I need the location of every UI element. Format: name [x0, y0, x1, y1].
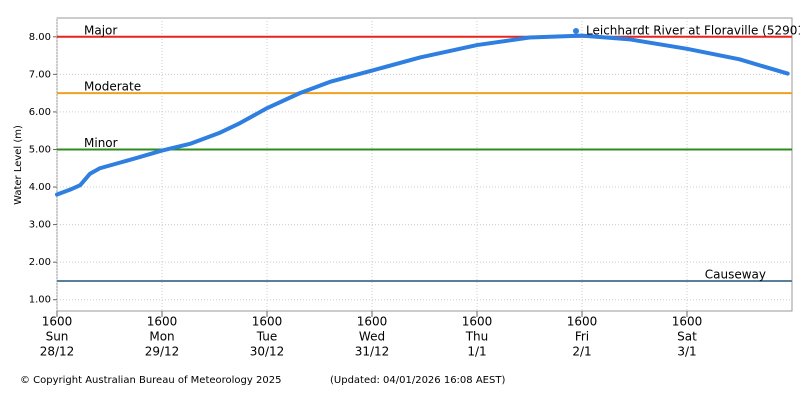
x-tick-label: Sun: [46, 330, 69, 344]
x-tick-label: 31/12: [355, 345, 390, 359]
y-tick-label: 4.00: [29, 182, 51, 193]
y-tick-label: 3.00: [29, 220, 51, 231]
y-tick-label: 2.00: [29, 257, 51, 268]
x-tick-label: 1600: [147, 315, 178, 329]
series-line: [55, 33, 790, 197]
x-tick-label: Mon: [149, 330, 174, 344]
legend-label: Leichhardt River at Floraville (529010): [586, 24, 800, 38]
x-tick-label: 30/12: [250, 345, 285, 359]
x-tick-label: 1600: [462, 315, 493, 329]
x-tick-label: 1600: [672, 315, 703, 329]
x-tick-label: 1/1: [467, 345, 486, 359]
x-tick-label: 1600: [357, 315, 388, 329]
x-tick-label: Tue: [256, 330, 278, 344]
y-tick-label: 5.00: [29, 144, 51, 155]
threshold-label: Major: [84, 23, 117, 37]
x-tick-label: Fri: [575, 330, 589, 344]
x-tick-label: 28/12: [40, 345, 75, 359]
y-tick-label: 7.00: [29, 69, 51, 80]
updated: (Updated: 04/01/2026 16:08 AEST): [330, 375, 505, 386]
threshold-label: Minor: [84, 136, 118, 150]
x-tick-label: 1600: [567, 315, 598, 329]
x-tick-label: 3/1: [677, 345, 696, 359]
x-tick-label: Sat: [677, 330, 697, 344]
x-tick-label: 1600: [42, 315, 73, 329]
y-tick-label: 1.00: [29, 295, 51, 306]
threshold-label: Moderate: [84, 80, 141, 94]
y-tick-label: 8.00: [29, 32, 51, 43]
x-tick-label: 2/1: [572, 345, 591, 359]
x-tick-label: Wed: [359, 330, 385, 344]
copyright: © Copyright Australian Bureau of Meteoro…: [20, 375, 281, 386]
y-axis-label: Water Level (m): [13, 125, 24, 205]
threshold-label: Causeway: [705, 267, 766, 281]
x-tick-label: Thu: [465, 330, 489, 344]
plot-frame: [56, 17, 793, 312]
x-tick-label: 1600: [252, 315, 283, 329]
legend-marker: [573, 28, 579, 34]
x-tick-label: 29/12: [145, 345, 180, 359]
y-tick-label: 6.00: [29, 107, 51, 118]
